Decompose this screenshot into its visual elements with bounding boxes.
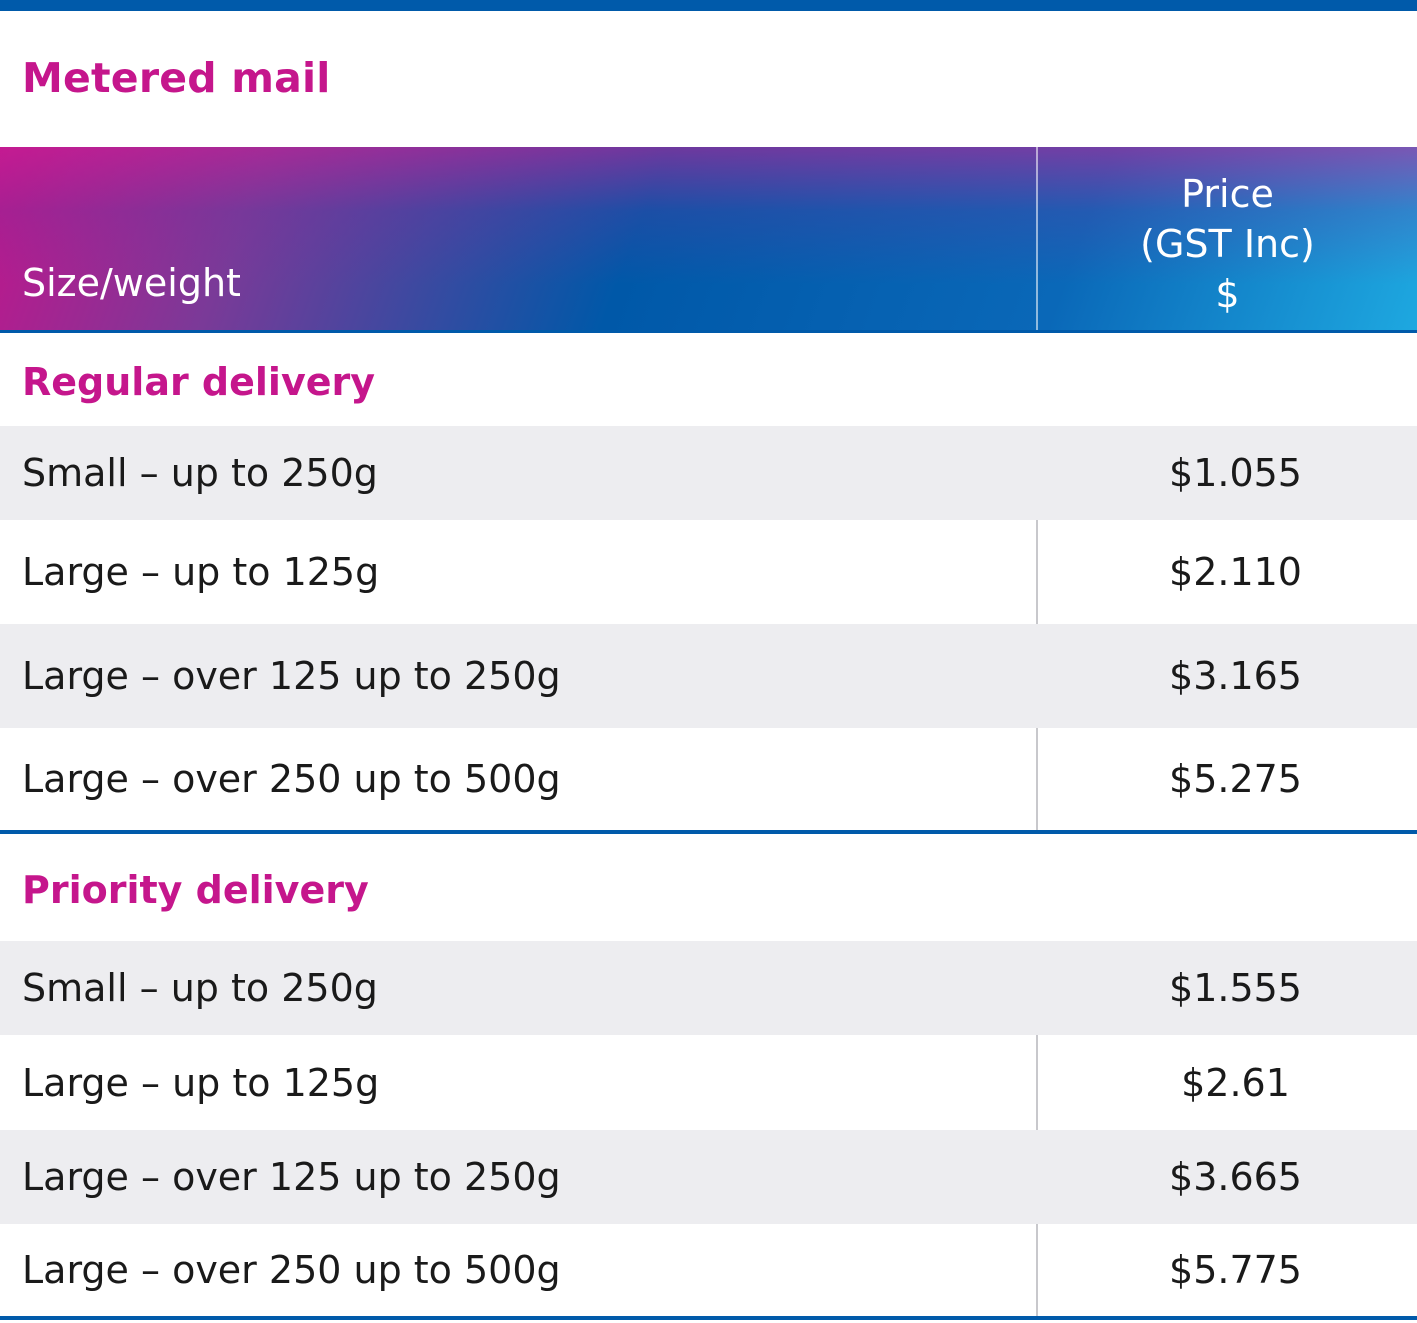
size-cell: Small – up to 250g [22,966,378,1010]
header-price: Price (GST Inc) $ [1038,169,1417,319]
size-cell: Large – over 250 up to 500g [22,757,561,801]
page-title: Metered mail [22,54,331,102]
table-header: Size/weight Price (GST Inc) $ [0,147,1417,333]
price-cell: $1.055 [1169,451,1302,495]
table-row: Small – up to 250g $1.555 [0,941,1417,1035]
size-cell: Small – up to 250g [22,451,378,495]
price-cell: $2.110 [1169,550,1302,594]
price-cell: $3.665 [1169,1155,1302,1199]
table-row: Large – over 125 up to 250g $3.165 [0,624,1417,728]
size-cell: Large – over 125 up to 250g [22,654,561,698]
header-column-divider [1036,147,1038,330]
table-row: Large – up to 125g $2.61 [0,1035,1417,1130]
section-title-regular-delivery: Regular delivery [22,360,376,404]
price-cell: $3.165 [1169,654,1302,698]
top-accent-bar [0,0,1417,11]
size-cell: Large – over 250 up to 500g [22,1248,561,1292]
size-cell: Large – over 125 up to 250g [22,1155,561,1199]
header-price-line: Price [1181,172,1274,216]
price-cell: $2.61 [1181,1060,1290,1105]
header-price-line: (GST Inc) [1140,222,1315,266]
section-title-priority-delivery: Priority delivery [22,868,369,912]
table-row: Large – over 250 up to 500g $5.275 [0,728,1417,830]
price-cell: $5.775 [1169,1248,1302,1292]
body-column-divider [1036,941,1038,1316]
table-bottom-rule [0,1316,1417,1320]
price-cell: $5.275 [1169,757,1302,801]
table-row: Large – up to 125g $2.110 [0,520,1417,624]
section-divider-rule [0,830,1417,834]
header-size-weight: Size/weight [22,261,241,305]
size-cell: Large – up to 125g [22,550,380,594]
table-row: Small – up to 250g $1.055 [0,426,1417,520]
table-row: Large – over 125 up to 250g $3.665 [0,1130,1417,1224]
size-cell: Large – up to 125g [22,1060,380,1105]
table-row: Large – over 250 up to 500g $5.775 [0,1224,1417,1316]
price-cell: $1.555 [1169,966,1302,1010]
header-price-line: $ [1215,272,1240,316]
